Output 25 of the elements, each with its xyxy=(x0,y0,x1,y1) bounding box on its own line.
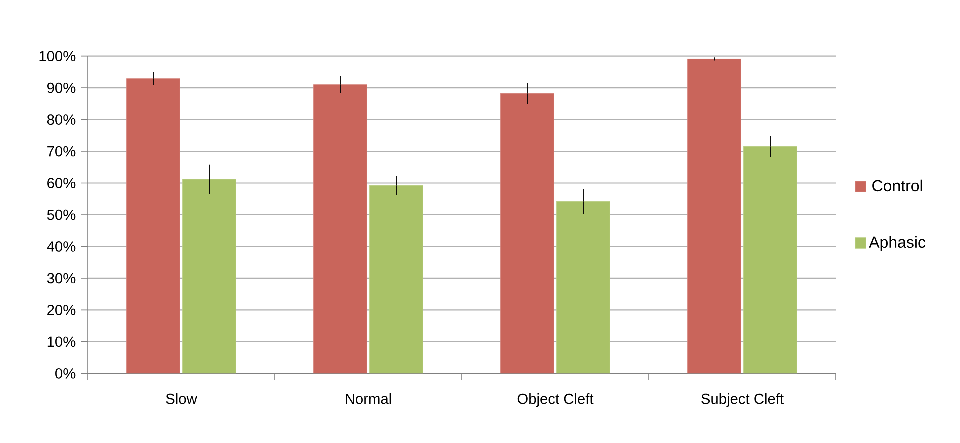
y-tick-label: 20% xyxy=(48,305,76,316)
x-tick-label: Normal xyxy=(346,393,392,404)
y-tick-label: 50% xyxy=(47,210,76,220)
bar xyxy=(688,58,742,374)
bar xyxy=(556,201,610,374)
y-tick-label: 80% xyxy=(47,114,76,125)
bar xyxy=(182,179,236,374)
y-tick-label: 70% xyxy=(48,146,76,157)
bar xyxy=(126,78,180,374)
y-tick-label: 40% xyxy=(47,242,76,252)
bar xyxy=(314,84,368,374)
y-tick-label: 60% xyxy=(48,178,76,188)
y-tick-label: 30% xyxy=(47,273,76,284)
y-tick-label: 10% xyxy=(48,336,76,348)
bar xyxy=(744,146,798,374)
bar xyxy=(500,94,554,374)
y-tick-label: 90% xyxy=(48,82,76,94)
x-tick-label: Subject Cleft xyxy=(702,393,784,408)
x-tick-label: Object Cleft xyxy=(518,393,594,408)
y-tick-label: 100% xyxy=(40,51,76,62)
legend-label: Control xyxy=(872,180,922,192)
legend-label: Aphasic xyxy=(869,236,926,252)
bar xyxy=(370,186,424,374)
x-tick-label: Slow xyxy=(166,393,198,404)
y-tick-label: 0% xyxy=(56,368,76,379)
